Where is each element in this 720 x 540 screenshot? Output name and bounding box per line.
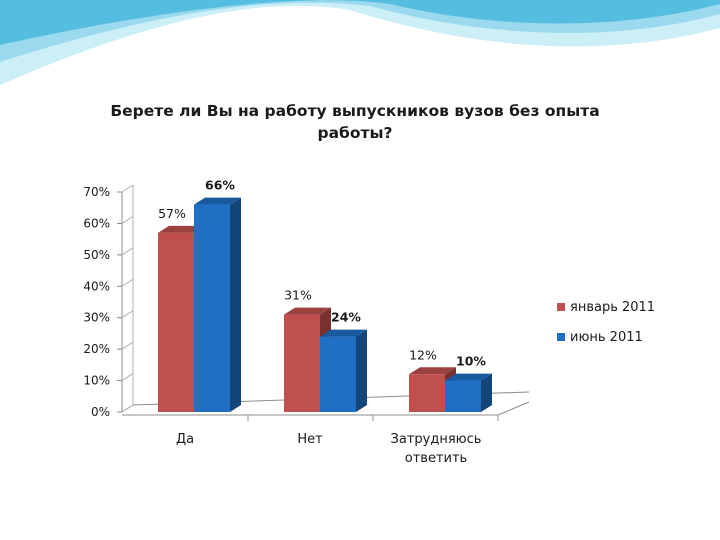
y-tick-label: 10% bbox=[83, 374, 110, 388]
bar bbox=[284, 314, 320, 412]
data-label: 12% bbox=[409, 347, 437, 362]
bar-top bbox=[158, 225, 205, 233]
data-label: 57% bbox=[158, 206, 186, 221]
y-tick-label: 50% bbox=[83, 248, 110, 262]
y-tick-depth bbox=[121, 404, 134, 413]
y-tick-label: 30% bbox=[83, 311, 110, 325]
y-tick-depth bbox=[121, 247, 134, 256]
y-tick-depth bbox=[121, 184, 134, 193]
bar bbox=[445, 380, 481, 412]
y-tick-label: 70% bbox=[83, 185, 110, 199]
chart-title-line-1: Берете ли Вы на работу выпускников вузов… bbox=[110, 102, 600, 120]
chart-plot-area: 0% 10% 20% 30% 40% 50% 60% 70% 57% 31% 12% 66% 24% 10… bbox=[83, 178, 530, 466]
x-tick-label: Нет bbox=[297, 432, 323, 447]
bar-top bbox=[445, 373, 492, 381]
legend-swatch-june bbox=[557, 333, 565, 341]
bar-side bbox=[230, 197, 241, 412]
bar bbox=[320, 336, 356, 412]
wave-dark-band bbox=[0, 0, 720, 45]
bar-top bbox=[409, 367, 456, 375]
legend-swatch-january bbox=[557, 303, 565, 311]
y-tick-depth bbox=[121, 278, 134, 287]
bar-top bbox=[320, 329, 367, 337]
y-tick-label: 60% bbox=[83, 216, 110, 230]
bar bbox=[409, 374, 445, 412]
y-tick-label: 20% bbox=[83, 342, 110, 356]
data-label: 10% bbox=[456, 354, 486, 369]
x-tick-label: ответить bbox=[405, 451, 467, 466]
x-tick-label: Затрудняюсь bbox=[391, 432, 482, 447]
x-tick-label: Да bbox=[176, 432, 194, 447]
wave-banner bbox=[0, 0, 720, 85]
legend-entry-january: январь 2011 bbox=[557, 296, 655, 318]
y-tick-depth bbox=[121, 341, 134, 350]
floor-right-line bbox=[497, 401, 530, 416]
y-tick-label: 40% bbox=[83, 279, 110, 293]
bar bbox=[158, 232, 194, 412]
legend-entry-june: июнь 2011 bbox=[557, 326, 655, 348]
bar-top bbox=[284, 307, 331, 315]
y-tick-label: 0% bbox=[91, 405, 110, 419]
y-tick-depth bbox=[121, 373, 134, 381]
y-tick-depth bbox=[121, 310, 134, 319]
chart-title: Берете ли Вы на работу выпускников вузов… bbox=[100, 100, 610, 144]
bar-side bbox=[481, 373, 492, 412]
data-label: 24% bbox=[331, 310, 361, 325]
chart-legend: январь 2011 июнь 2011 bbox=[557, 296, 655, 356]
bar-side bbox=[356, 329, 367, 412]
data-label: 66% bbox=[205, 178, 235, 193]
bar-top bbox=[194, 197, 241, 205]
legend-label-june: июнь 2011 bbox=[570, 329, 643, 345]
legend-label-january: январь 2011 bbox=[570, 299, 656, 315]
bar bbox=[194, 204, 230, 412]
data-label: 31% bbox=[284, 288, 312, 303]
chart-title-line-2: работы? bbox=[317, 124, 393, 142]
y-tick-depth bbox=[121, 216, 134, 224]
